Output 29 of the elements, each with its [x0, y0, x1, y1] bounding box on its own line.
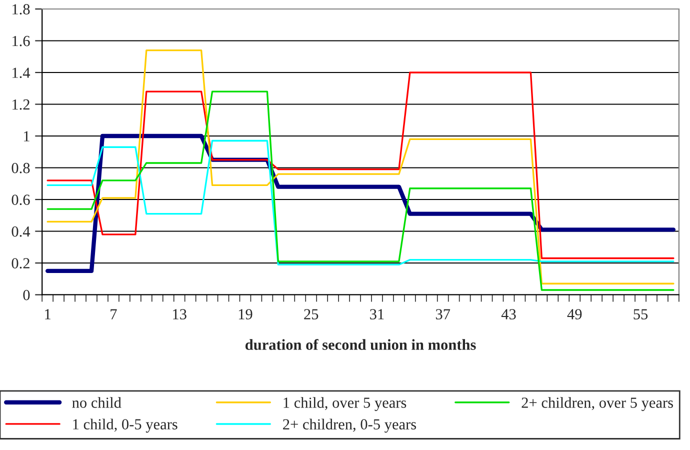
y-tick-label: 1.2 — [12, 99, 30, 110]
y-tick-label: 0.4 — [12, 226, 30, 237]
x-axis-title: duration of second union in months — [245, 339, 476, 350]
y-tick-label: 0.2 — [12, 258, 30, 269]
x-tick-label: 13 — [173, 309, 186, 320]
x-tick-label: 25 — [304, 309, 318, 320]
legend-label: no child — [72, 397, 122, 408]
x-tick-label: 1 — [45, 309, 50, 320]
x-tick-label: 31 — [370, 309, 384, 320]
y-tick-label: 0.6 — [12, 194, 30, 206]
y-tick-label: 0 — [23, 290, 30, 300]
x-tick-label: 7 — [110, 309, 117, 320]
x-tick-label: 55 — [634, 309, 648, 320]
x-tick-label: 19 — [238, 309, 252, 320]
y-tick-label: 1 — [24, 131, 30, 142]
line-series — [46, 90, 674, 291]
y-tick-label: 1.6 — [12, 36, 30, 46]
line-series — [46, 49, 674, 284]
legend-label: 2+ children, over 5 years — [522, 397, 673, 412]
legend-label: 2+ children, 0-5 years — [283, 418, 416, 433]
legend-label: 1 child, 0-5 years — [73, 418, 178, 433]
legend-label: 1 child, over 5 years — [284, 397, 406, 412]
x-tick-label: 49 — [567, 309, 582, 320]
y-tick-label: 0.8 — [12, 162, 30, 174]
y-tick-label: 1.8 — [12, 4, 30, 15]
line-series — [46, 72, 674, 260]
y-tick-label: 1.4 — [12, 68, 30, 78]
x-tick-label: 43 — [501, 309, 516, 320]
x-tick-label: 37 — [436, 309, 450, 320]
